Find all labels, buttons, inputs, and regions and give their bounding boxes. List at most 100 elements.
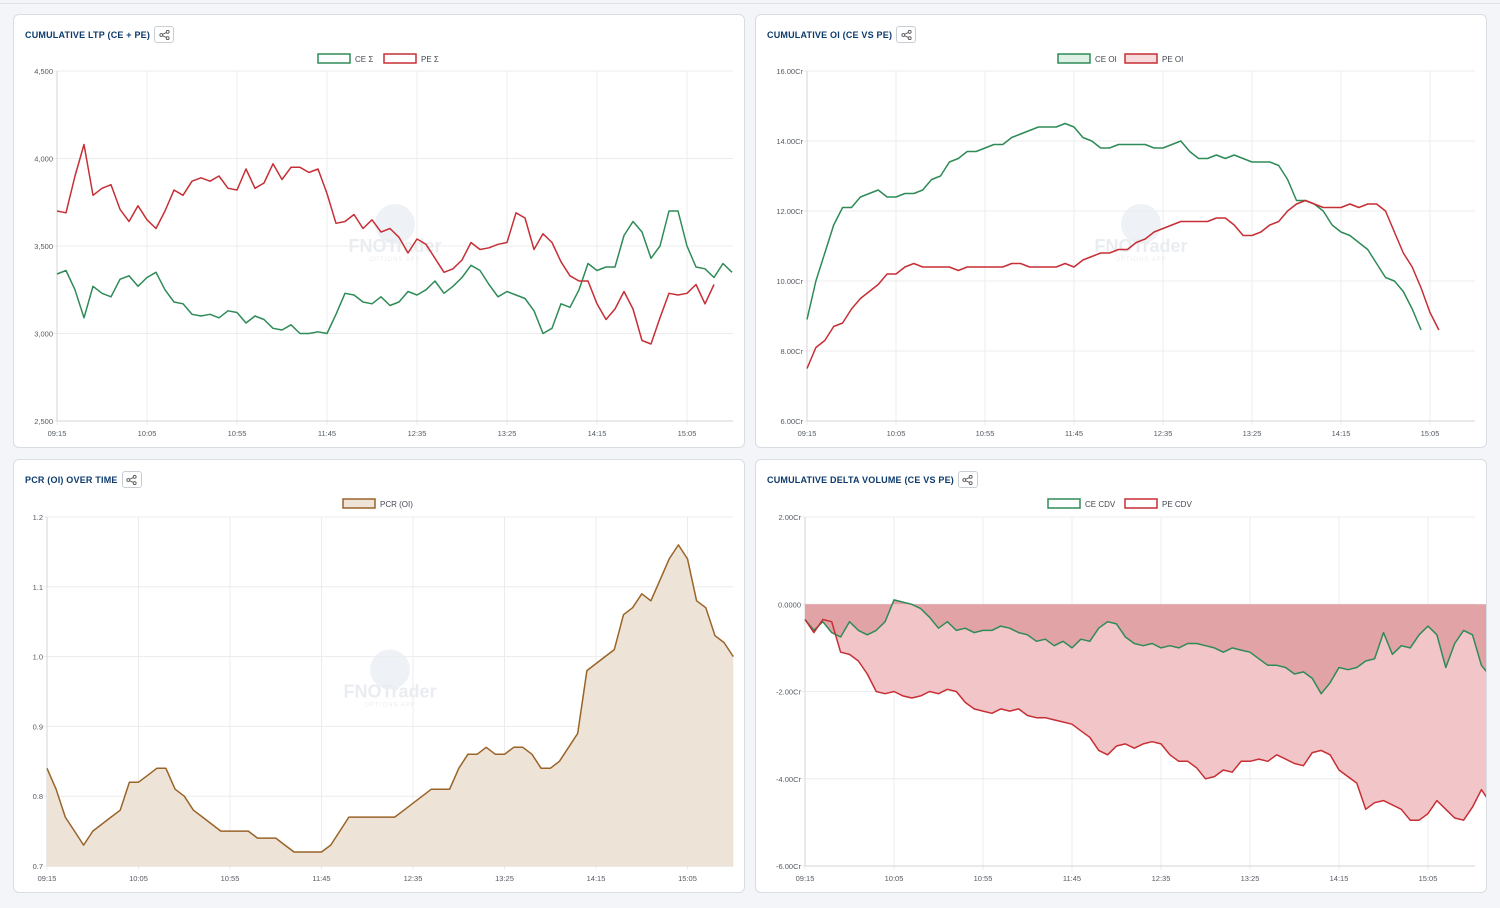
legend-label: CE Σ [355, 55, 373, 64]
x-tick-label: 13:25 [495, 874, 514, 883]
y-tick-label: -6.00Cr [776, 862, 802, 871]
x-tick-label: 15:05 [678, 874, 697, 883]
x-tick-label: 11:45 [312, 874, 330, 883]
y-tick-label: 0.8 [33, 792, 43, 801]
y-tick-label: 14.00Cr [776, 137, 803, 146]
x-tick-label: 14:15 [587, 874, 606, 883]
panel-header: CUMULATIVE DELTA VOLUME (CE VS PE) [767, 471, 978, 488]
x-tick-label: 10:55 [974, 874, 993, 883]
series-line-ce-cdv [804, 599, 1486, 695]
x-tick-label: 09:15 [38, 874, 57, 883]
x-tick-label: 15:05 [678, 429, 697, 438]
share-icon [901, 29, 912, 40]
y-tick-label: 1.2 [33, 513, 43, 522]
y-tick-label: -4.00Cr [776, 775, 802, 784]
series-line-pe- [56, 143, 715, 345]
x-tick-label: 14:15 [1332, 429, 1351, 438]
y-tick-label: 1.1 [33, 583, 43, 592]
series-line-pcr-oi- [46, 544, 734, 853]
panel-title: CUMULATIVE DELTA VOLUME (CE VS PE) [767, 474, 954, 485]
y-tick-label: 1.0 [33, 653, 43, 662]
x-tick-label: 13:25 [498, 429, 517, 438]
y-tick-label: 0.0000 [778, 600, 801, 609]
x-tick-label: 11:45 [1065, 429, 1083, 438]
share-button[interactable] [957, 471, 978, 488]
legend-swatch [383, 53, 417, 64]
legend-swatch [1124, 498, 1158, 509]
x-tick-label: 10:55 [228, 429, 247, 438]
x-tick-label: 13:25 [1241, 874, 1260, 883]
legend-swatch [317, 53, 351, 64]
panel-header: CUMULATIVE OI (CE VS PE) [767, 26, 917, 43]
x-tick-label: 13:25 [1243, 429, 1262, 438]
pcr-area-fill [47, 544, 734, 866]
x-tick-label: 10:55 [976, 429, 995, 438]
series-line-pe-cdv [804, 618, 1486, 821]
legend-label: CE OI [1095, 55, 1117, 64]
top-edge [0, 0, 1500, 4]
watermark-logo-icon [375, 204, 415, 244]
y-tick-label: 10.00Cr [776, 277, 803, 286]
watermark-text: FNOTrader [1094, 236, 1187, 256]
x-tick-label: 12:35 [1152, 874, 1171, 883]
panel-cumulative-ltp: CUMULATIVE LTP (CE + PE) FNOTrader OPTION… [13, 14, 745, 448]
share-button[interactable] [121, 471, 142, 488]
x-tick-label: 15:05 [1419, 874, 1438, 883]
legend-swatch [342, 498, 376, 509]
x-tick-label: 10:55 [221, 874, 240, 883]
watermark-text: FNOTrader [343, 682, 436, 702]
legend-label: CE CDV [1085, 500, 1116, 509]
x-tick-label: 10:05 [138, 429, 157, 438]
panel-title: CUMULATIVE OI (CE VS PE) [767, 29, 893, 40]
legend-label: PCR (OI) [380, 500, 413, 509]
y-tick-label: 8.00Cr [780, 347, 803, 356]
y-tick-label: 4,500 [34, 67, 53, 76]
panel-title: PCR (OI) OVER TIME [25, 474, 118, 485]
series-line-ce-oi [806, 122, 1422, 331]
x-tick-label: 09:15 [796, 874, 815, 883]
panel-pcr-oi: PCR (OI) OVER TIME FNOTrader OPTIONS APP 1… [13, 459, 745, 893]
watermark-logo-icon [370, 649, 410, 690]
share-button[interactable] [154, 26, 175, 43]
panel-title: CUMULATIVE LTP (CE + PE) [25, 29, 151, 40]
y-tick-label: 4,000 [34, 155, 53, 164]
y-tick-label: 16.00Cr [776, 67, 803, 76]
y-tick-label: 2.00Cr [778, 513, 801, 522]
y-tick-label: 0.9 [33, 722, 43, 731]
x-tick-label: 14:15 [1330, 874, 1349, 883]
x-tick-label: 14:15 [588, 429, 607, 438]
y-tick-label: 12.00Cr [776, 207, 803, 216]
share-icon [158, 29, 170, 40]
x-tick-label: 11:45 [318, 429, 336, 438]
ce-cdv-area-fill [805, 599, 1486, 694]
legend-swatch [1047, 498, 1081, 509]
y-tick-label: 2,500 [34, 417, 53, 426]
x-tick-label: 10:05 [887, 429, 906, 438]
y-tick-label: 3,500 [34, 242, 53, 251]
legend-swatch [1057, 53, 1091, 64]
series-line-pe-oi [806, 199, 1440, 369]
x-tick-label: 10:05 [885, 874, 904, 883]
x-tick-label: 09:15 [48, 429, 67, 438]
watermark-subtext: OPTIONS APP [364, 703, 415, 709]
x-tick-label: 12:35 [1154, 429, 1173, 438]
y-tick-label: 0.7 [33, 862, 43, 871]
share-icon [962, 474, 974, 485]
y-tick-label: 3,000 [34, 330, 53, 339]
series-line-ce- [56, 210, 733, 335]
x-tick-label: 12:35 [404, 874, 423, 883]
share-button[interactable] [896, 26, 917, 43]
x-tick-label: 10:05 [129, 874, 148, 883]
watermark-subtext: OPTIONS APP [369, 257, 420, 263]
x-tick-label: 12:35 [408, 429, 427, 438]
share-icon [126, 474, 137, 485]
y-tick-label: -2.00Cr [776, 688, 802, 697]
legend-label: PE Σ [421, 55, 439, 64]
panel-header: PCR (OI) OVER TIME [25, 471, 142, 488]
